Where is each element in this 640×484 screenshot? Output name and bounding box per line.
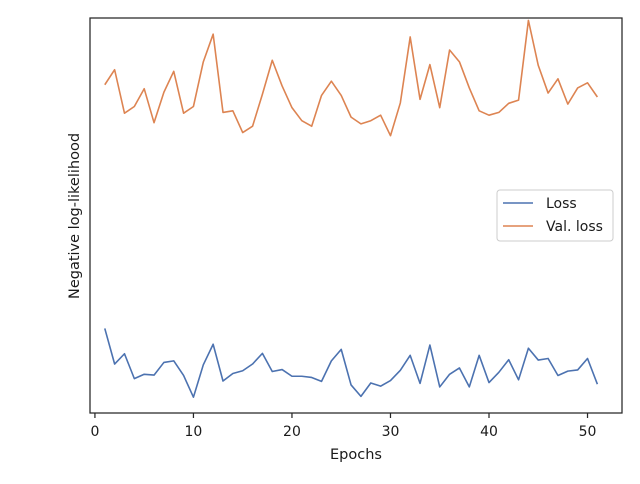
series-layer [104, 19, 599, 399]
series-line-val-loss [104, 19, 599, 137]
x-tick-label: 50 [579, 424, 597, 440]
x-axis-ticks: 0 10 20 30 40 50 [90, 413, 596, 440]
legend: Loss Val. loss [496, 189, 614, 242]
y-axis-label: Negative log-likelihood [67, 133, 83, 299]
x-axis-label: Epochs [330, 447, 382, 463]
x-tick-label: 30 [382, 424, 400, 440]
legend-label-loss: Loss [546, 196, 577, 212]
x-tick-label: 10 [185, 424, 203, 440]
series-line-loss [104, 328, 599, 399]
legend-label-val-loss: Val. loss [546, 219, 603, 235]
x-tick-label: 0 [90, 424, 99, 440]
x-tick-label: 40 [480, 424, 498, 440]
x-tick-label: 20 [283, 424, 301, 440]
plot-frame [89, 17, 623, 414]
